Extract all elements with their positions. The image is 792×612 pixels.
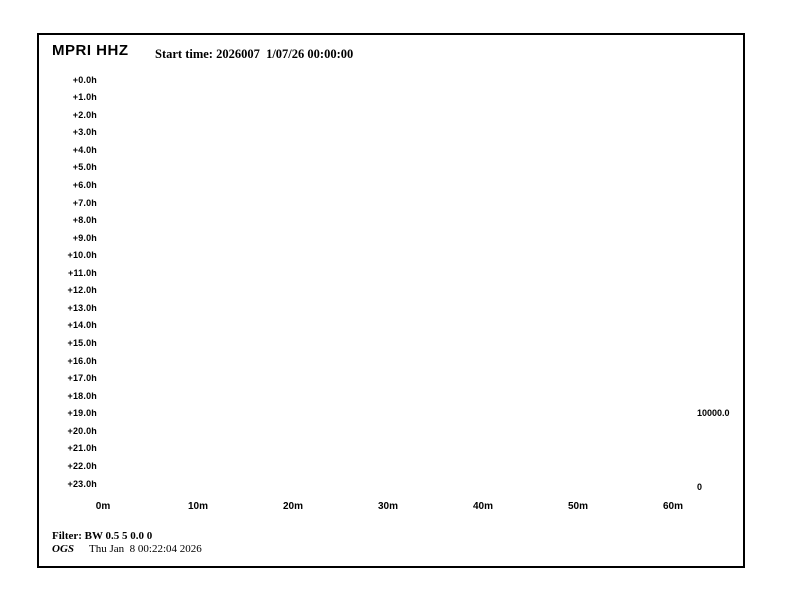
x-tick-label: 60m [662, 501, 683, 512]
row-label: +8.0h [72, 215, 97, 225]
x-tick-label: 20m [282, 501, 303, 512]
filter-label: Filter: BW 0.5 5 0.0 0 [52, 530, 153, 542]
x-tick-label: 0m [95, 501, 111, 512]
row-label: +9.0h [72, 232, 97, 243]
row-label: +5.0h [72, 162, 97, 173]
row-label: +13.0h [67, 302, 97, 313]
row-label: +21.0h [67, 443, 97, 454]
station-title: MPRI HHZ [52, 42, 129, 59]
row-label: +15.0h [67, 338, 97, 348]
agency-label: OGS [52, 543, 75, 555]
x-tick-label: 30m [377, 501, 398, 512]
row-label: +1.0h [72, 92, 97, 103]
x-tick-label: 40m [472, 501, 493, 512]
row-label: +23.0h [67, 478, 97, 489]
start-time-label: Start time: 2026007 1/07/26 00:00:00 [155, 47, 354, 61]
scale-max-label: 10000.0 [697, 408, 730, 418]
row-label: +2.0h [72, 109, 97, 120]
row-label: +10.0h [67, 250, 97, 261]
row-label: +14.0h [67, 320, 97, 331]
timestamp-label: Thu Jan 8 00:22:04 2026 [89, 543, 202, 555]
footer-line: OGS Thu Jan 8 00:22:04 2026 [52, 543, 202, 555]
row-label: +22.0h [67, 460, 97, 471]
row-label: +19.0h [67, 408, 97, 419]
row-label: +3.0h [72, 127, 97, 138]
row-label: +17.0h [67, 373, 97, 384]
row-label: +0.0h [72, 74, 97, 85]
row-label: +12.0h [67, 285, 97, 296]
row-label: +11.0h [68, 267, 97, 278]
x-tick-label: 50m [567, 501, 588, 512]
row-label: +6.0h [72, 179, 97, 190]
row-label: +20.0h [67, 425, 97, 436]
row-label: +18.0h [67, 390, 97, 401]
row-label: +4.0h [72, 144, 97, 155]
scale-min-label: 0 [697, 482, 703, 492]
row-label: +7.0h [72, 197, 97, 208]
page-border [37, 33, 745, 568]
x-tick-label: 10m [187, 501, 208, 512]
row-label: +16.0h [67, 355, 97, 366]
